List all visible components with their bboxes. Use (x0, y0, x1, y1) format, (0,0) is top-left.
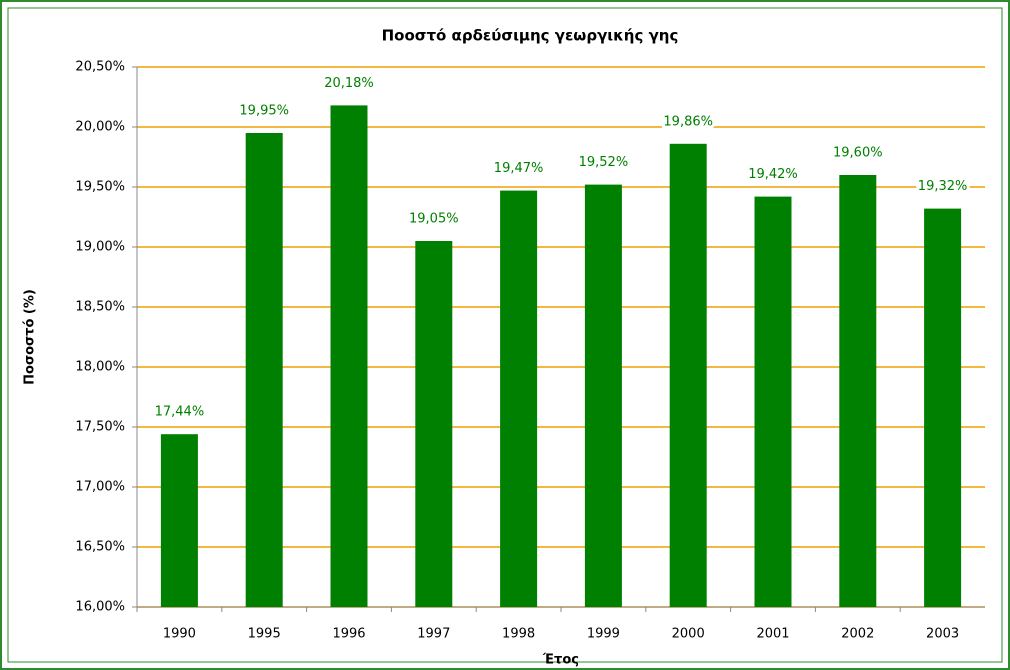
x-tick-label: 2003 (926, 627, 959, 642)
bar (245, 133, 283, 607)
y-tick-label: 17,50% (75, 420, 125, 435)
bar (584, 184, 622, 607)
x-tick-label: 1990 (163, 627, 196, 642)
y-tick-label: 17,00% (75, 480, 125, 495)
y-tick-label: 20,00% (75, 120, 125, 135)
value-label: 19,47% (494, 161, 544, 176)
y-tick-label: 19,50% (75, 180, 125, 195)
bar (500, 190, 538, 607)
value-label: 20,18% (324, 76, 374, 91)
value-label: 19,95% (239, 104, 289, 119)
x-tick-label: 1996 (332, 627, 365, 642)
y-tick-label: 18,00% (75, 360, 125, 375)
x-tick-label: 1998 (502, 627, 535, 642)
value-label: 19,60% (833, 146, 883, 161)
value-label: 19,32% (918, 179, 968, 194)
bar (415, 241, 453, 607)
bar (924, 208, 962, 607)
value-label: 19,05% (409, 212, 459, 227)
x-tick-label: 1999 (587, 627, 620, 642)
x-tick-label: 2000 (672, 627, 705, 642)
x-tick-label: 1995 (248, 627, 281, 642)
x-tick-label: 2001 (756, 627, 789, 642)
y-tick-label: 19,00% (75, 240, 125, 255)
x-axis-label: Έτος (542, 653, 579, 668)
bar (330, 105, 368, 608)
value-label: 17,44% (155, 405, 205, 420)
bar (160, 434, 198, 607)
y-tick-label: 20,50% (75, 60, 125, 75)
value-label: 19,86% (663, 114, 713, 129)
x-tick-label: 1997 (417, 627, 450, 642)
y-tick-label: 16,50% (75, 540, 125, 555)
chart-title: Ποοστό αρδεύσιμης γεωργικής γης (382, 27, 679, 45)
y-tick-label: 18,50% (75, 300, 125, 315)
bar (839, 175, 877, 607)
inner-frame (7, 7, 1003, 663)
bar (669, 143, 707, 608)
value-label: 19,52% (579, 155, 629, 170)
bar (754, 196, 792, 607)
y-tick-label: 16,00% (75, 600, 125, 615)
y-axis-label: Ποσοστό (%) (23, 289, 38, 385)
x-tick-label: 2002 (841, 627, 874, 642)
value-label: 19,42% (748, 167, 798, 182)
